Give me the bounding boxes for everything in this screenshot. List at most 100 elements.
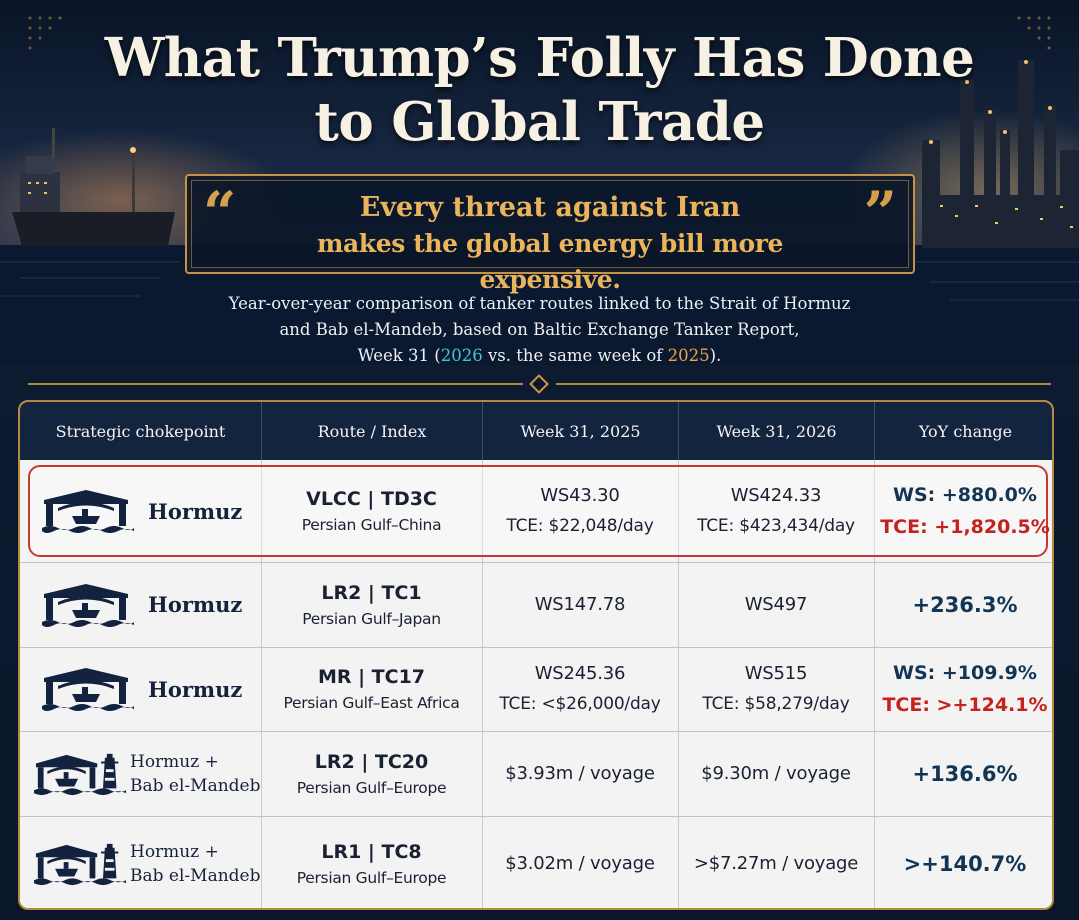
week31-2025-cell: WS43.30 TCE: $22,048/day (482, 460, 678, 562)
yoy-cell: +136.6% (874, 731, 1052, 816)
row-divider (20, 816, 1052, 817)
subtitle-prefix: Week 31 ( (357, 346, 441, 365)
route-description: Persian Gulf–Japan (302, 609, 441, 628)
week31-2025-cell: $3.02m / voyage (482, 816, 678, 908)
subtitle-suffix: ). (709, 346, 722, 365)
yoy-change: +136.6% (912, 761, 1018, 786)
tce-yoy-change: TCE: +1,820.5% (880, 516, 1050, 538)
close-quote-icon: ” (863, 179, 897, 247)
gate-lighthouse-icon (34, 843, 126, 886)
route-cell: LR1 | TC8 Persian Gulf–Europe (261, 816, 482, 908)
ws-value-2025: WS43.30 (540, 485, 620, 506)
chokepoint-name: Hormuz (148, 592, 243, 617)
week31-2026-cell: $9.30m / voyage (678, 731, 874, 816)
quote-text: Every threat against Iran makes the glob… (247, 190, 853, 298)
week31-2025-cell: WS245.36 TCE: <$26,000/day (482, 647, 678, 731)
column-divider (261, 460, 262, 908)
column-divider (482, 460, 483, 908)
ws-value-2026: WS497 (744, 593, 808, 615)
chokepoint-cell: Hormuz (20, 562, 261, 647)
gate-lighthouse-icon (34, 753, 126, 795)
yoy-cell: WS: +109.9% TCE: >+124.1% (874, 647, 1052, 731)
table-row: Hormuz + Bab el-Mandeb LR2 | TC20 Persia… (20, 731, 1052, 816)
table-row: Hormuz + Bab el-Mandeb LR1 | TC8 Persian… (20, 816, 1052, 908)
tce-value-2025: TCE: $22,048/day (506, 516, 654, 536)
route-code: LR2 | TC1 (321, 581, 422, 604)
tanker-ship-illustration (12, 128, 175, 246)
week31-2026-cell: WS515 TCE: $58,279/day (678, 647, 874, 731)
route-cell: MR | TC17 Persian Gulf–East Africa (261, 647, 482, 731)
chokepoint-cell: Hormuz + Bab el-Mandeb (20, 816, 261, 908)
week31-2026-cell: >$7.27m / voyage (678, 816, 874, 908)
route-description: Persian Gulf–Europe (296, 869, 447, 887)
tce-value-2026: TCE: $423,434/day (697, 516, 855, 536)
column-divider (874, 460, 875, 908)
year-2025-label: 2025 (667, 346, 710, 365)
tce-yoy-change: TCE: >+124.1% (882, 694, 1048, 716)
highlighted-row-frame (28, 465, 1048, 557)
quote-line-2: makes the global energy bill more expens… (316, 229, 784, 294)
ws-yoy-change: WS: +109.9% (893, 662, 1037, 684)
route-cell: VLCC | TD3C Persian Gulf–China (261, 460, 482, 562)
ws-yoy-change: WS: +880.0% (893, 484, 1037, 506)
divider-right (556, 383, 1051, 385)
chokepoint-name: Hormuz (148, 498, 243, 524)
comparison-table: Strategic chokepoint Route / Index Week … (18, 400, 1054, 910)
yoy-change: +236.3% (912, 592, 1018, 617)
route-code: LR1 | TC8 (321, 841, 422, 863)
route-description: Persian Gulf–East Africa (283, 694, 460, 712)
divider-left (28, 383, 523, 385)
table-row: Hormuz VLCC | TD3C Persian Gulf–China WS… (20, 460, 1052, 562)
route-description: Persian Gulf–Europe (296, 778, 447, 797)
quote-line-1: Every threat against Iran (359, 192, 741, 223)
gate-tanker-icon (42, 490, 134, 533)
route-cell: LR2 | TC20 Persian Gulf–Europe (261, 731, 482, 816)
column-divider (678, 460, 679, 908)
week31-2025-cell: WS147.78 (482, 562, 678, 647)
ws-value-2025: WS245.36 (534, 663, 626, 684)
voyage-value-2026: $9.30m / voyage (701, 762, 851, 784)
header-chokepoint: Strategic chokepoint (55, 421, 226, 441)
route-description: Persian Gulf–China (301, 516, 442, 534)
voyage-value-2026: >$7.27m / voyage (693, 853, 859, 874)
header-week31-2026: Week 31, 2026 (678, 402, 874, 460)
voyage-value-2025: $3.02m / voyage (505, 853, 655, 874)
header-route: Route / Index (261, 402, 482, 460)
yoy-cell: +236.3% (874, 562, 1052, 647)
chokepoint-line-1: Hormuz + (130, 842, 219, 862)
subtitle-mid: vs. the same week of (482, 346, 668, 365)
row-divider (20, 647, 1052, 648)
yoy-cell: WS: +880.0% TCE: +1,820.5% (874, 460, 1052, 562)
year-2026-label: 2026 (440, 346, 483, 365)
week31-2026-cell: WS424.33 TCE: $423,434/day (678, 460, 874, 562)
chokepoint-cell: Hormuz (20, 460, 261, 562)
subtitle-line-3: Week 31 (2026 vs. the same week of 2025)… (0, 343, 1079, 369)
subtitle-line-2: and Bab el-Mandeb, based on Baltic Excha… (279, 320, 800, 339)
route-cell: LR2 | TC1 Persian Gulf–Japan (261, 562, 482, 647)
refinery-illustration (922, 60, 1079, 248)
open-quote-icon: “ (203, 179, 237, 247)
tce-value-2025: TCE: <$26,000/day (499, 694, 661, 714)
yoy-cell: >+140.7% (874, 816, 1052, 908)
week31-2026-cell: WS497 (678, 562, 874, 647)
yoy-change: >+140.7% (903, 852, 1027, 876)
gate-tanker-icon (42, 668, 134, 711)
table-row: Hormuz LR2 | TC1 Persian Gulf–Japan WS14… (20, 562, 1052, 647)
ws-value-2026: WS515 (744, 663, 808, 684)
route-code: VLCC | TD3C (306, 488, 437, 510)
chokepoint-cell: Hormuz + Bab el-Mandeb (20, 731, 261, 816)
row-divider (20, 562, 1052, 563)
page-title: What Trump’s Folly Has Done to Global Tr… (0, 26, 1079, 154)
title-line-2: to Global Trade (314, 91, 765, 153)
table-row: Hormuz MR | TC17 Persian Gulf–East Afric… (20, 647, 1052, 731)
chokepoint-name: Hormuz (148, 676, 243, 702)
week31-2025-cell: $3.93m / voyage (482, 731, 678, 816)
title-line-1: What Trump’s Folly Has Done (104, 27, 975, 89)
chokepoint-line-1: Hormuz + (130, 751, 219, 772)
voyage-value-2025: $3.93m / voyage (505, 762, 655, 784)
tce-value-2026: TCE: $58,279/day (702, 694, 850, 714)
ws-value-2026: WS424.33 (730, 485, 822, 506)
route-code: MR | TC17 (317, 666, 426, 688)
chokepoint-line-2: Bab el-Mandeb (130, 775, 261, 796)
route-code: LR2 | TC20 (314, 750, 429, 773)
